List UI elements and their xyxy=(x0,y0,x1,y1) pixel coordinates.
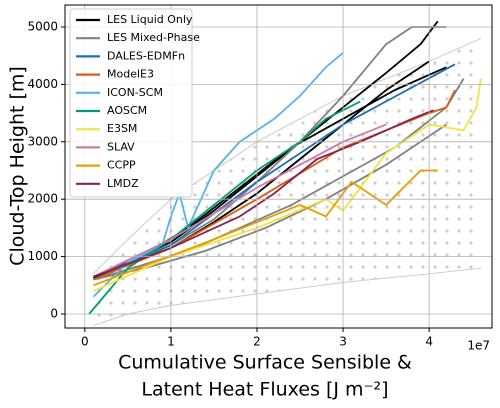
legend-label: AOSCM xyxy=(107,104,147,117)
y-axis-label: Cloud-Top Height [m] xyxy=(7,66,29,266)
x-axis-label: Cumulative Surface Sensible & xyxy=(118,352,412,374)
line xyxy=(93,78,482,292)
y-tick-label: 2000 xyxy=(27,192,58,206)
plot-frame xyxy=(64,4,493,329)
line xyxy=(93,169,438,287)
legend-label: LMDZ xyxy=(107,177,139,190)
x-tick-label: 1 xyxy=(167,335,175,349)
legend-label: LES Mixed-Phase xyxy=(107,31,200,44)
y-tick-label: 4000 xyxy=(27,77,58,91)
legend-label: LES Liquid Only xyxy=(107,13,193,26)
legend-label: ICON-SCM xyxy=(107,86,163,99)
x-offset-label: 1e7 xyxy=(467,339,490,353)
x-tick-label: 2 xyxy=(253,335,261,349)
legend: LES Liquid Only LES Mixed-Phase DALES-EDMF… xyxy=(69,8,200,198)
y-tick-label: 1000 xyxy=(27,249,58,263)
legend-label: SLAV xyxy=(107,140,135,153)
x-tick-label: 4 xyxy=(425,335,433,349)
line xyxy=(93,109,434,278)
plot-area xyxy=(88,20,482,326)
line xyxy=(88,100,361,315)
x-tick-label: 3 xyxy=(339,335,347,349)
y-tick-label: 0 xyxy=(50,306,58,320)
legend-label: CCPP xyxy=(107,159,136,172)
y-tick-label: 3000 xyxy=(27,134,58,148)
legend-label: DALES-EDMFn xyxy=(107,49,185,62)
x-tick-label: 0 xyxy=(81,335,89,349)
legend-label: ModelE3 xyxy=(107,68,154,81)
y-tick-label: 5000 xyxy=(27,19,58,33)
x-axis-label: Latent Heat Fluxes [J m⁻²] xyxy=(141,379,388,401)
legend-box xyxy=(69,8,193,198)
legend-label: E3SM xyxy=(107,122,137,135)
